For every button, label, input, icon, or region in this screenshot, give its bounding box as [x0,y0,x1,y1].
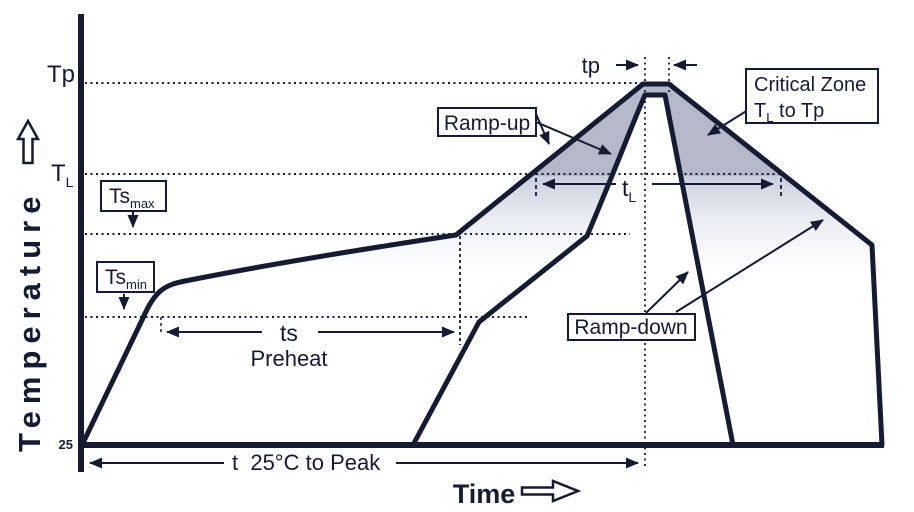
ramp-down-label: Ramp-down [574,316,687,339]
profile-curve-fast [410,92,736,448]
ramp-down-pointer-2 [675,219,824,313]
y-axis-title: Temperature [12,190,47,453]
time-to-peak-label: t 25°C to Peak [232,450,381,475]
tl-level-label: TL [51,160,74,190]
ramp-up-label: Ramp-up [444,112,530,135]
ramp-up-label-box [437,107,537,137]
ramp-down-label-box [567,313,696,341]
ts-time-label: ts [280,320,298,346]
origin-value-label: 25 [59,437,73,452]
x-axis-title: Time [453,479,516,509]
preheat-label: Preheat [250,346,327,371]
tsmax-label-box [100,180,167,212]
critical-zone-label-line1: Critical Zone [754,74,866,96]
critical-zone-label-box [745,68,879,124]
tsmin-label-box [96,261,155,293]
ramp-up-pointer-1 [535,113,550,145]
critical-zone-fill [529,84,785,176]
right-arrow-icon [520,479,582,503]
tsmax-label: Tsmax [109,185,155,211]
tp-time-label: tp [582,53,600,78]
liquidus-band-fill [254,176,874,268]
critical-zone-label-line2: TL to Tp [754,100,824,125]
ramp-down-pointer-1 [645,271,689,314]
tl-time-label: tL [622,175,636,205]
profile-curve-slow [79,81,885,448]
critical-zone-pointer [707,109,749,136]
up-arrow-icon [15,118,41,165]
tp-level-label: Tp [47,61,75,88]
tsmin-label: Tsmin [105,266,147,292]
